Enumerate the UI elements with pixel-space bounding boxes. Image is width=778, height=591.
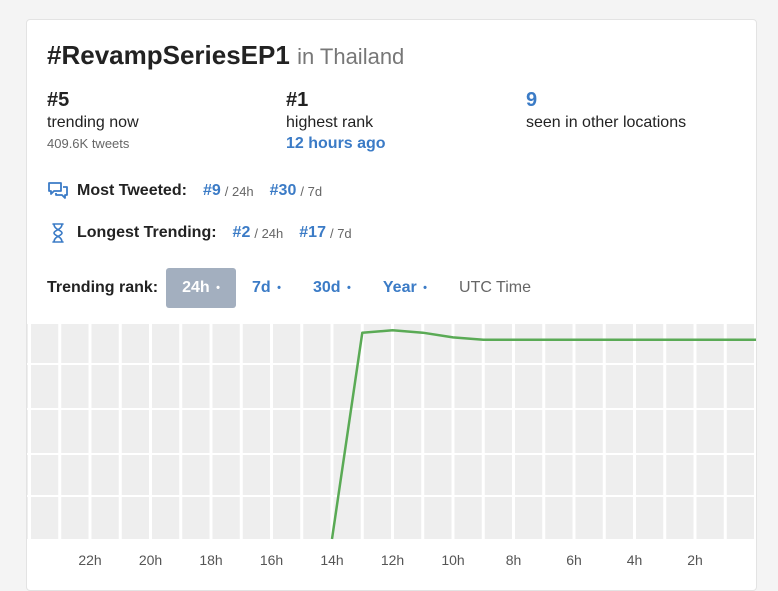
stat-trending-now: #5 trending now 409.6K tweets bbox=[47, 88, 139, 154]
trending-rank-range-selector: Trending rank: 24h • 7d • 30d • Year • U… bbox=[47, 268, 547, 308]
most-tweeted-row: Most Tweeted: #9 / 24h #30 / 7d bbox=[47, 179, 338, 203]
longest-trending-7d-period: / 7d bbox=[329, 225, 352, 241]
range-24h-button[interactable]: 24h • bbox=[166, 268, 237, 308]
x-tick-label: 12h bbox=[381, 552, 404, 568]
x-tick-label: 22h bbox=[78, 552, 101, 568]
x-tick-label: 16h bbox=[260, 552, 283, 568]
current-rank: #5 bbox=[47, 89, 70, 111]
x-tick-label: 14h bbox=[320, 552, 343, 568]
longest-trending-label: Longest Trending: bbox=[77, 224, 217, 241]
range-7d-button[interactable]: 7d • bbox=[252, 279, 281, 297]
page-title: #RevampSeriesEP1 in Thailand bbox=[47, 40, 404, 71]
utc-time-toggle[interactable]: UTC Time bbox=[459, 279, 532, 296]
x-tick-label: 20h bbox=[139, 552, 162, 568]
hashtag-title: #RevampSeriesEP1 bbox=[47, 40, 290, 70]
trend-card: #RevampSeriesEP1 in Thailand #5 trending… bbox=[26, 19, 757, 591]
longest-trending-24h-period: / 24h bbox=[254, 225, 284, 241]
x-tick-label: 4h bbox=[627, 552, 643, 568]
current-rank-label: trending now bbox=[47, 114, 139, 131]
range-30d-button[interactable]: 30d • bbox=[313, 279, 351, 297]
longest-trending-row: Longest Trending: #2 / 24h #17 / 7d bbox=[47, 221, 368, 245]
trending-rank-chart: 22h 20h 18h 16h 14h 12h 10h 8h 6h 4h 2h bbox=[27, 324, 756, 568]
stat-other-locations: 9 seen in other locations bbox=[526, 88, 686, 134]
most-tweeted-7d-link[interactable]: #30 bbox=[269, 182, 297, 199]
chat-bubbles-icon bbox=[47, 180, 69, 202]
x-tick-label: 18h bbox=[199, 552, 222, 568]
tweet-count: 409.6K tweets bbox=[47, 136, 130, 151]
longest-trending-24h-link[interactable]: #2 bbox=[232, 224, 251, 241]
highest-rank-label: highest rank bbox=[286, 114, 374, 131]
highest-rank: #1 bbox=[286, 89, 309, 111]
most-tweeted-label: Most Tweeted: bbox=[77, 182, 187, 199]
most-tweeted-24h-link[interactable]: #9 bbox=[202, 182, 221, 199]
most-tweeted-24h-period: / 24h bbox=[224, 183, 254, 199]
hourglass-icon bbox=[47, 222, 69, 244]
longest-trending-7d-link[interactable]: #17 bbox=[299, 224, 326, 241]
location-label: in Thailand bbox=[297, 44, 405, 69]
highest-rank-time-link[interactable]: 12 hours ago bbox=[286, 135, 386, 152]
x-tick-label: 8h bbox=[506, 552, 522, 568]
x-tick-label: 10h bbox=[441, 552, 464, 568]
stat-highest-rank: #1 highest rank 12 hours ago bbox=[286, 88, 386, 154]
rank-series-line-0 bbox=[330, 329, 756, 540]
range-year-button[interactable]: Year • bbox=[382, 279, 428, 297]
x-tick-label: 6h bbox=[566, 552, 582, 568]
other-locations-label: seen in other locations bbox=[526, 114, 687, 131]
trending-rank-label: Trending rank: bbox=[47, 279, 159, 296]
x-tick-label: 2h bbox=[687, 552, 703, 568]
most-tweeted-7d-period: / 7d bbox=[300, 183, 323, 199]
other-locations-count-link[interactable]: 9 bbox=[526, 89, 538, 111]
